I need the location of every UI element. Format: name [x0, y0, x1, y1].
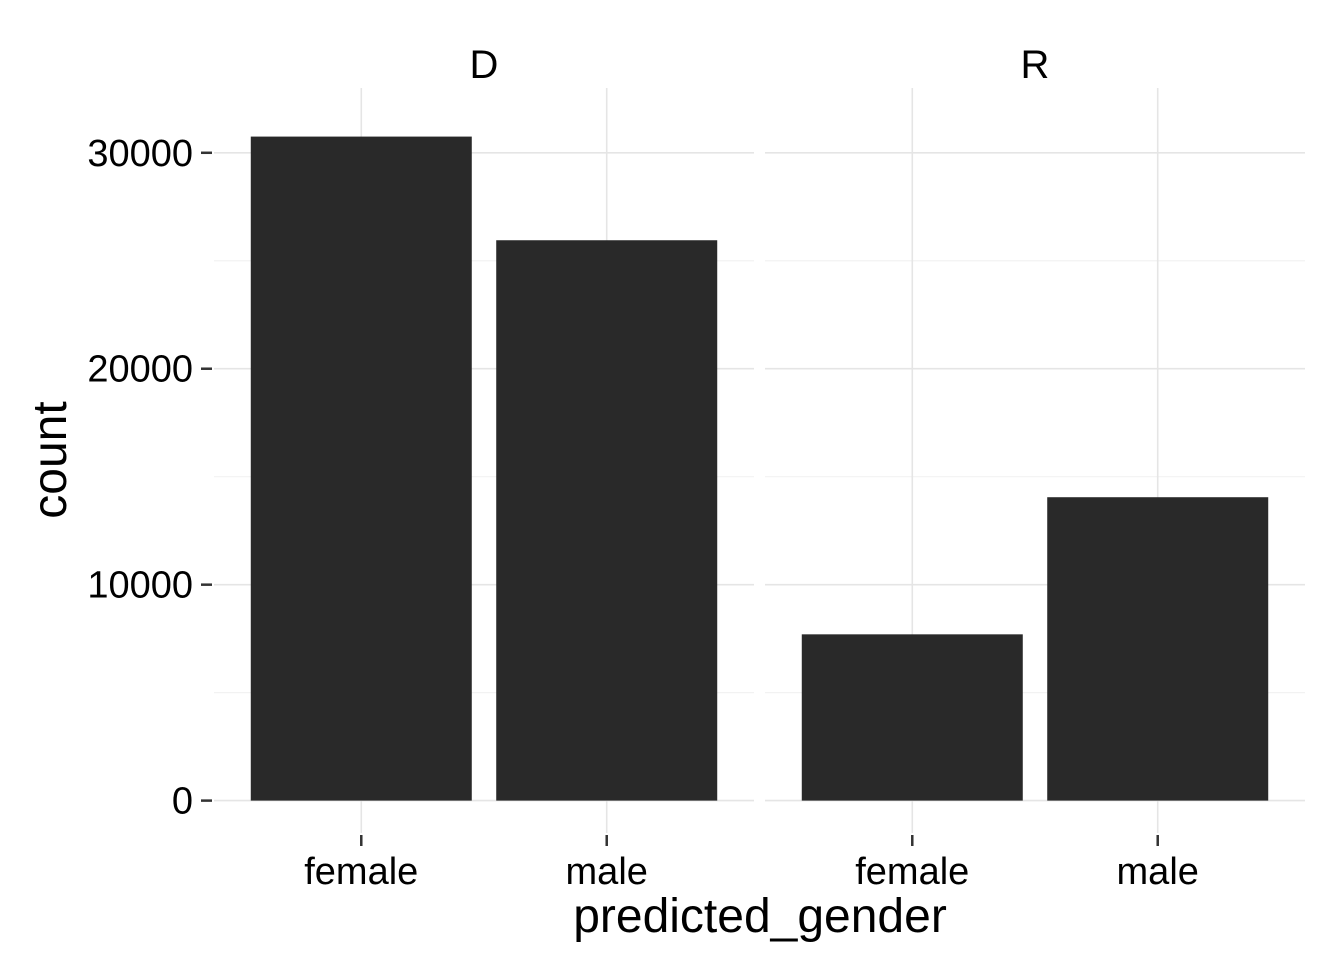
x-tick-label: female	[304, 851, 418, 893]
y-tick-label: 0	[172, 781, 193, 823]
facet-label-d: D	[470, 43, 499, 87]
y-axis-title: count	[24, 401, 77, 518]
x-tick-label: female	[855, 851, 969, 893]
y-tick-label: 30000	[87, 133, 193, 175]
bar-r-female	[801, 634, 1023, 801]
bar-d-male	[496, 240, 718, 801]
bar-r-male	[1047, 497, 1269, 801]
x-tick-label: male	[1117, 851, 1199, 893]
facet-label-r: R	[1021, 43, 1050, 87]
y-tick-label: 10000	[87, 565, 193, 607]
bar-d-female	[250, 136, 472, 801]
x-tick-label: male	[566, 851, 648, 893]
x-axis-title: predicted_gender	[573, 890, 947, 943]
y-tick-label: 20000	[87, 349, 193, 391]
